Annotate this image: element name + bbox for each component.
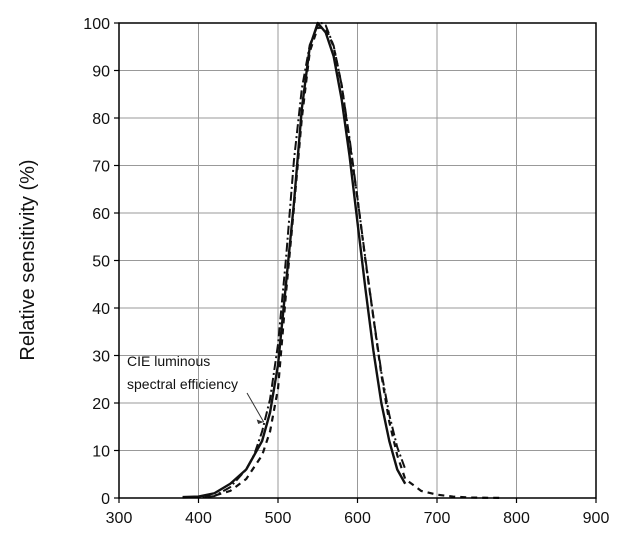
y-tick-label: 20 bbox=[92, 396, 110, 413]
y-tick-label: 0 bbox=[101, 491, 110, 508]
y-tick-label: 70 bbox=[92, 159, 110, 176]
series-line-dashdot bbox=[190, 22, 407, 499]
annotation-layer: CIE luminous spectral efficiency bbox=[127, 353, 265, 424]
x-tick-label: 900 bbox=[583, 510, 610, 527]
series-line-solid bbox=[182, 21, 407, 499]
annotation-arrowhead bbox=[256, 419, 264, 424]
tick-label-layer: 300 400 500 600 700 800 900 0 10 20 30 40 50 60 70 80 90… bbox=[83, 16, 609, 527]
series-layer bbox=[182, 21, 501, 499]
y-tick-label: 40 bbox=[92, 301, 110, 318]
y-tick-label: 80 bbox=[92, 111, 110, 128]
y-tick-label: 100 bbox=[83, 16, 110, 33]
annotation-text-line-1: CIE luminous bbox=[127, 353, 210, 369]
y-tick-label: 50 bbox=[92, 254, 110, 271]
y-tick-label: 90 bbox=[92, 64, 110, 81]
axis-layer bbox=[114, 22, 597, 503]
grid-layer bbox=[119, 23, 596, 498]
y-tick-label: 60 bbox=[92, 206, 110, 223]
y-axis-label: Relative sensitivity (%) bbox=[17, 159, 39, 360]
annotation-text-line-2: spectral efficiency bbox=[127, 376, 238, 392]
x-tick-label: 400 bbox=[185, 510, 212, 527]
y-tick-label: 30 bbox=[92, 349, 110, 366]
x-tick-label: 700 bbox=[424, 510, 451, 527]
x-tick-label: 800 bbox=[503, 510, 530, 527]
y-tick-label: 10 bbox=[92, 444, 110, 461]
x-tick-label: 600 bbox=[344, 510, 371, 527]
annotation-leader-line bbox=[246, 392, 265, 423]
x-tick-label: 500 bbox=[265, 510, 292, 527]
x-tick-label: 300 bbox=[106, 510, 133, 527]
